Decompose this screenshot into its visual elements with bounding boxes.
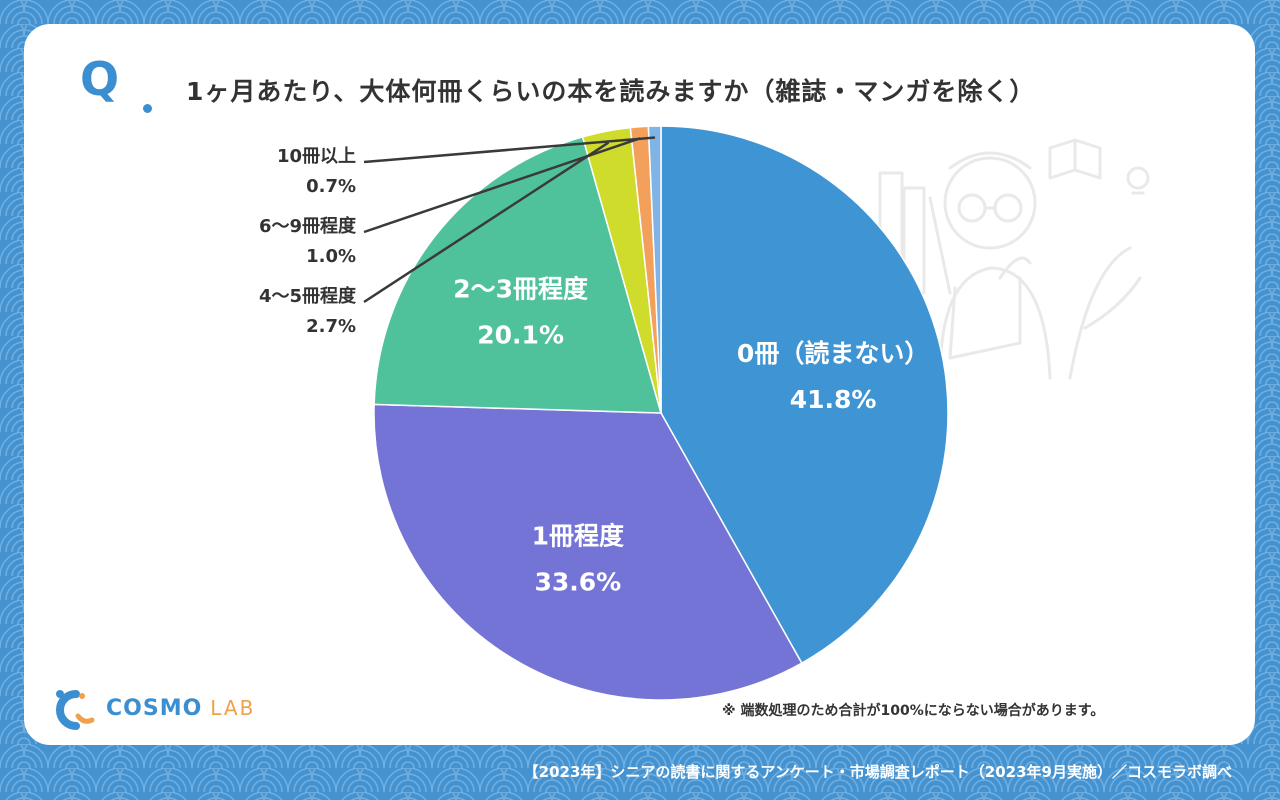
slice-value-2: 20.1% — [477, 321, 564, 350]
leader-line-4 — [363, 137, 641, 234]
pie-slice-2 — [373, 135, 663, 414]
chart-title: 1ヶ月あたり、大体何冊くらいの本を読みますか（雑誌・マンガを除く） — [186, 77, 1036, 106]
source-text: 【2023年】シニアの読書に関するアンケート・市場調査レポート（2023年9月実… — [523, 763, 1232, 781]
leader-line-3 — [363, 141, 610, 304]
slice-label-2: 2〜3冊程度 — [453, 275, 588, 304]
logo-cosmo-text: COSMO — [106, 695, 203, 721]
slice-value-3: 2.7% — [306, 316, 356, 337]
pie-slice-5 — [647, 125, 662, 414]
slice-label-1: 1冊程度 — [532, 522, 624, 551]
question-mark: Q — [80, 52, 119, 106]
slice-label-5: 10冊以上 — [277, 146, 356, 167]
cosmo-logo-icon — [56, 690, 95, 730]
rounding-note: ※ 端数処理のため合計が100%にならない場合があります。 — [722, 703, 1105, 719]
slice-value-1: 33.6% — [534, 568, 621, 597]
slice-label-0: 0冊（読まない） — [737, 339, 929, 368]
question-dot — [143, 104, 152, 113]
cosmo-lab-logo: COSMO LAB — [46, 686, 255, 730]
slice-value-5: 0.7% — [306, 176, 356, 197]
pie-slice-0 — [660, 125, 949, 665]
leader-line-5 — [363, 136, 656, 164]
logo-lab-text: LAB — [210, 696, 256, 720]
slice-label-4: 6〜9冊程度 — [259, 215, 357, 237]
pie-slice-1 — [373, 403, 803, 701]
slice-value-4: 1.0% — [306, 246, 356, 267]
slice-value-0: 41.8% — [790, 385, 877, 414]
slice-label-3: 4〜5冊程度 — [259, 285, 357, 307]
